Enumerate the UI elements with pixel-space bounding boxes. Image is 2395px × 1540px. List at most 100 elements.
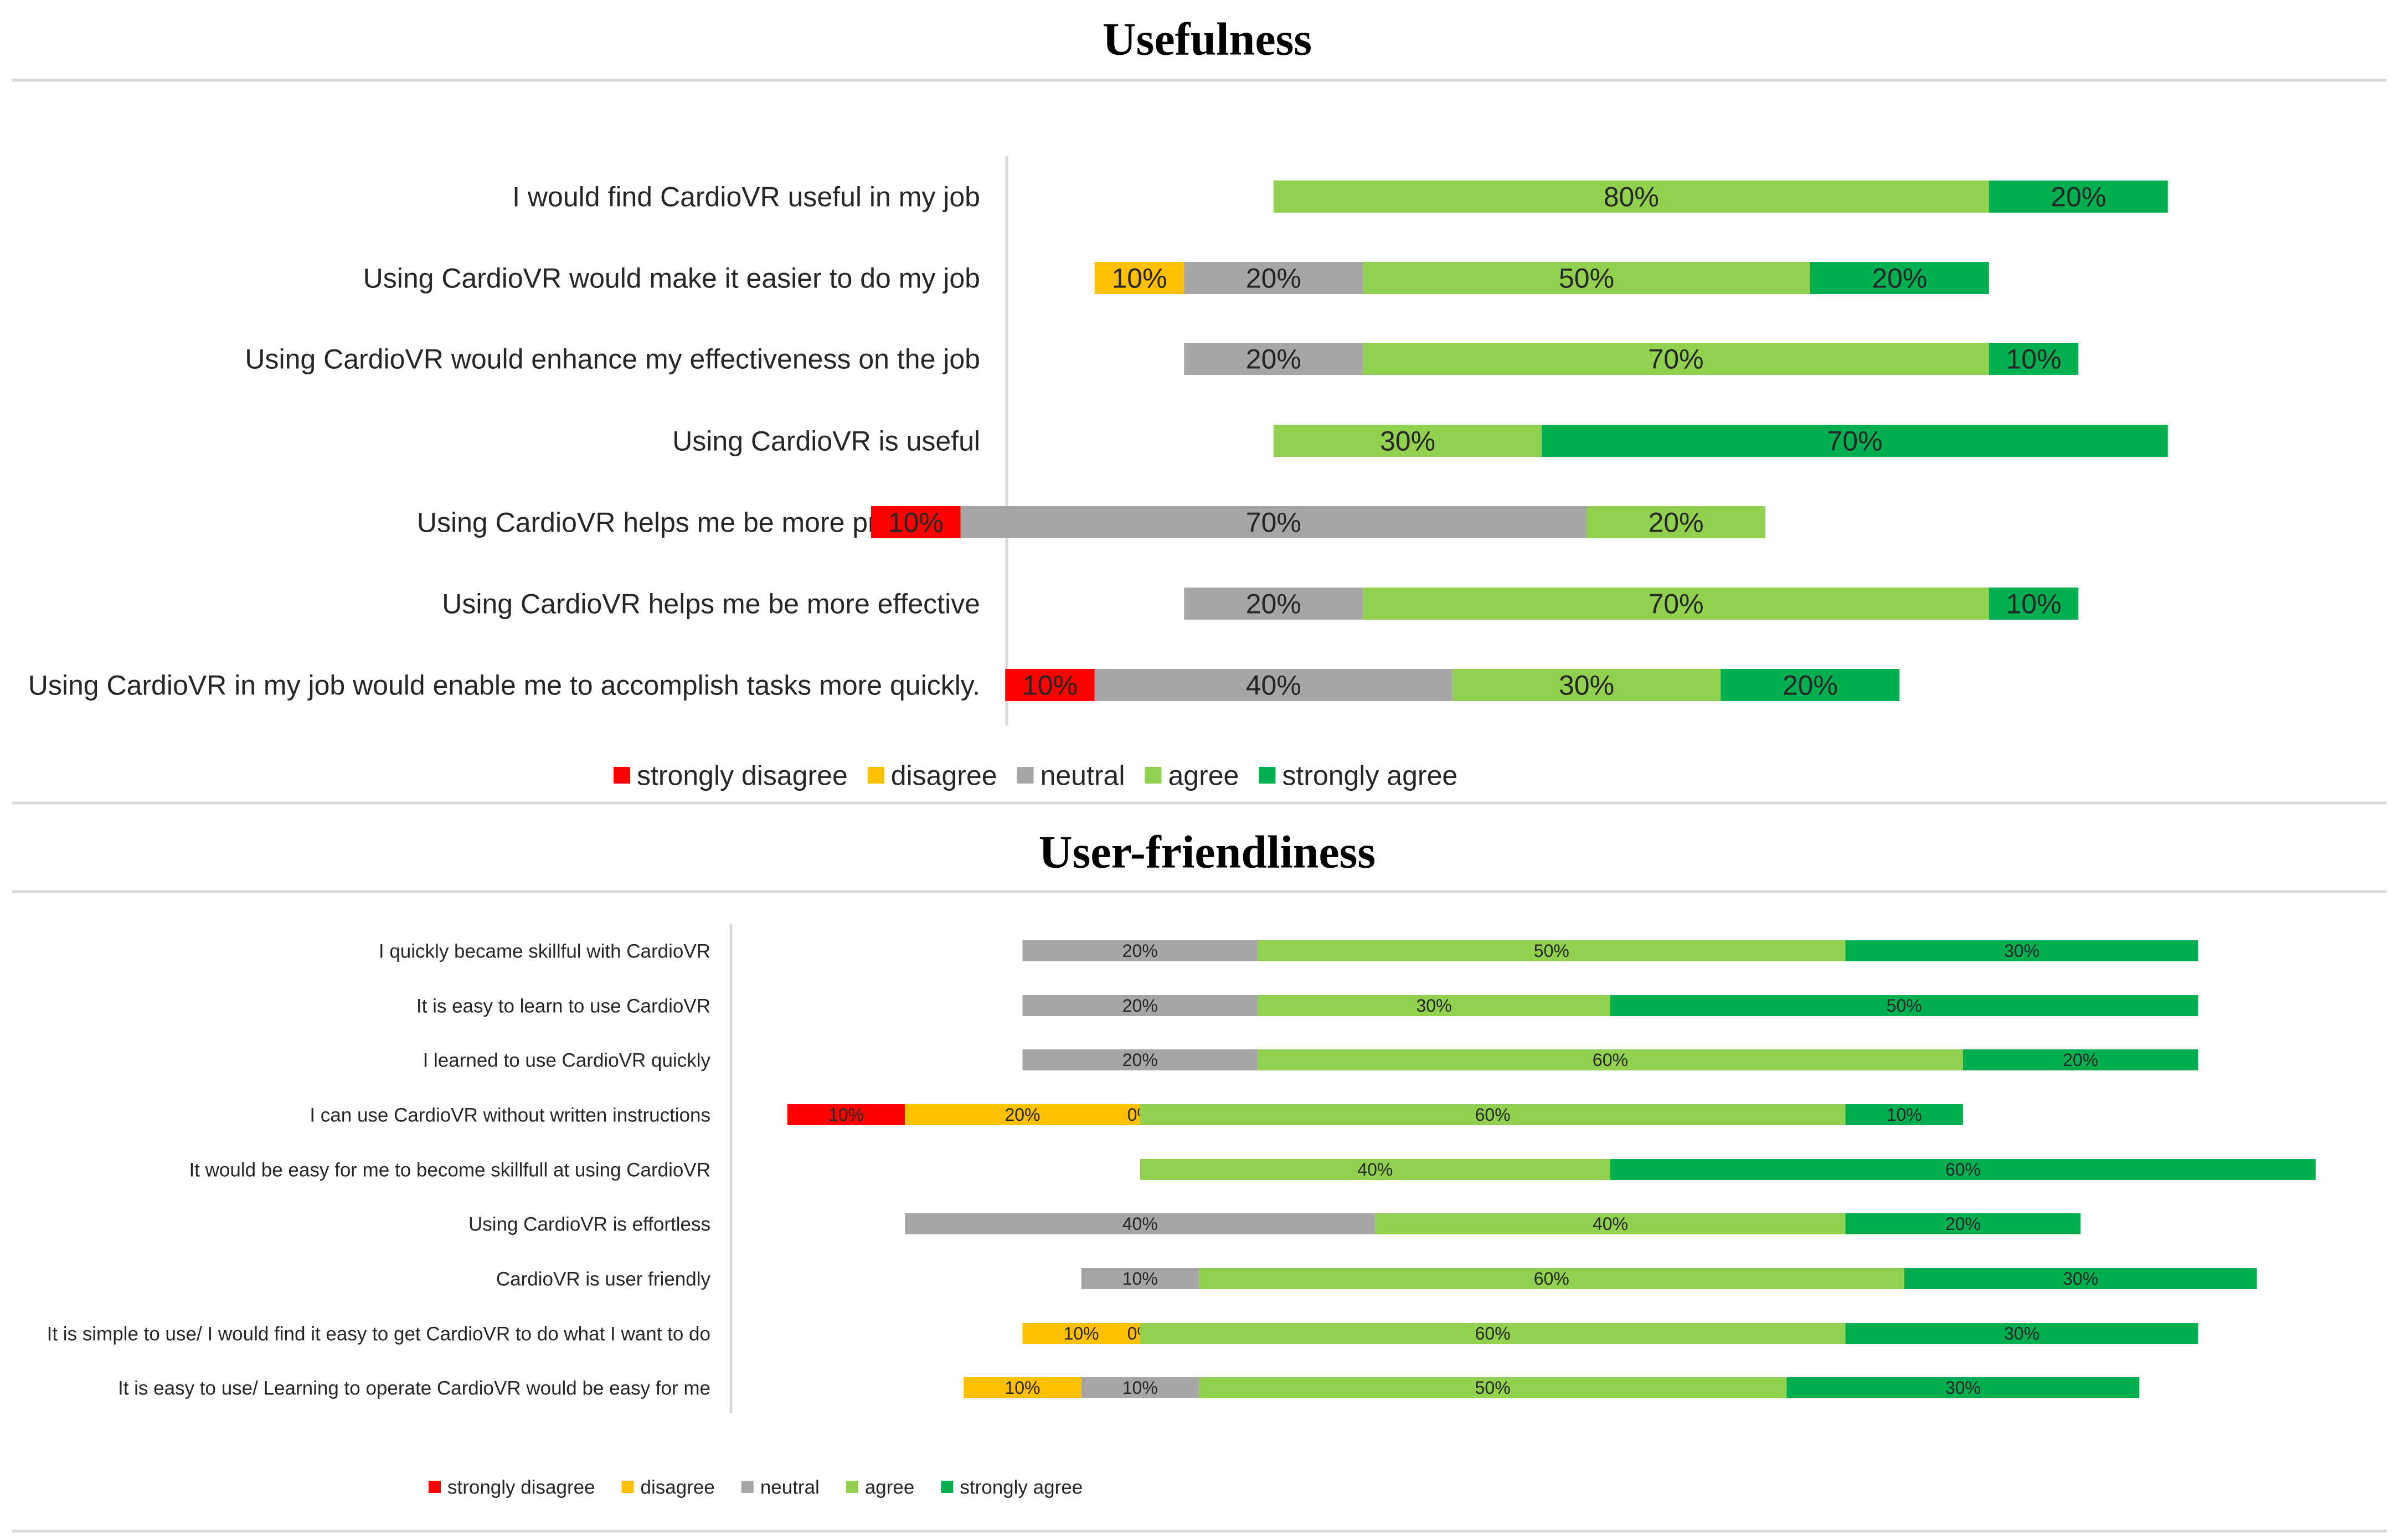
user-friendliness-bar-neutral <box>1022 995 1258 1016</box>
usefulness-data-label: 30% <box>1380 426 1435 457</box>
usefulness-data-label: 70% <box>1648 344 1703 375</box>
usefulness-legend-label-agree: agree <box>1168 760 1239 791</box>
usefulness-data-label: 10% <box>1111 263 1167 294</box>
user-friendliness-legend-label-disagree: disagree <box>641 1476 715 1498</box>
usefulness-bar-agree <box>1273 181 1989 213</box>
user-friendliness-data-label: 40% <box>1122 1214 1158 1234</box>
user-friendliness-legend-label-neutral: neutral <box>760 1476 820 1498</box>
user-friendliness-bar-agree <box>1140 1323 1846 1344</box>
user-friendliness-data-label: 20% <box>1122 1050 1158 1070</box>
user-friendliness-category-label: I quickly became skillful with CardioVR <box>379 940 710 962</box>
usefulness-data-label: 10% <box>888 507 944 538</box>
user-friendliness-data-label: 40% <box>1357 1160 1393 1180</box>
usefulness-bar-strongly-agree <box>1989 343 2079 375</box>
usefulness-bar-neutral <box>1094 669 1453 701</box>
usefulness-legend-swatch-strongly-disagree <box>614 767 630 784</box>
user-friendliness-bar-strongly-agree <box>1845 940 2198 961</box>
usefulness-bar-strongly-agree <box>1810 262 1989 294</box>
usefulness-data-label: 10% <box>2006 589 2061 620</box>
user-friendliness-bar-agree <box>1258 1049 1963 1070</box>
usefulness-bar-agree <box>1273 425 1542 457</box>
usefulness-data-label: 10% <box>1022 670 1078 701</box>
usefulness-category-label: Using CardioVR would enhance my effectiv… <box>245 344 980 375</box>
usefulness-bar-strongly-agree <box>1721 669 1900 701</box>
usefulness-bar-strongly-agree <box>1542 425 2168 457</box>
user-friendliness-chart-title: User-friendliness <box>1039 827 1376 878</box>
user-friendliness-category-label: It would be easy for me to become skillf… <box>189 1159 710 1181</box>
user-friendliness-data-label: 10% <box>1005 1378 1040 1398</box>
usefulness-bar-disagree <box>1094 262 1184 294</box>
usefulness-category-label: Using CardioVR in my job would enable me… <box>28 670 980 701</box>
user-friendliness-category-label: It is easy to use/ Learning to operate C… <box>118 1377 710 1399</box>
user-friendliness-category-label: I learned to use CardioVR quickly <box>423 1049 711 1071</box>
user-friendliness-data-label: 60% <box>1534 1269 1569 1289</box>
usefulness-data-label: 20% <box>1246 263 1301 294</box>
user-friendliness-bar-strongly-agree <box>1904 1268 2257 1289</box>
user-friendliness-bar-strongly-agree <box>1963 1049 2198 1070</box>
user-friendliness-data-label: 10% <box>1122 1269 1158 1289</box>
user-friendliness-bar-neutral <box>1022 940 1258 961</box>
usefulness-data-label: 70% <box>1648 589 1703 620</box>
usefulness-data-label: 10% <box>2006 344 2061 375</box>
user-friendliness-category-label: Using CardioVR is effortless <box>468 1213 710 1235</box>
usefulness-bar-agree <box>1363 588 1989 620</box>
usefulness-category-label: Using CardioVR helps me be more effectiv… <box>442 589 980 620</box>
usefulness-category-label: Using CardioVR would make it easier to d… <box>363 263 980 294</box>
usefulness-data-label: 70% <box>1827 426 1882 457</box>
usefulness-category-label: I would find CardioVR useful in my job <box>512 182 980 213</box>
usefulness-legend-swatch-neutral <box>1017 767 1034 784</box>
user-friendliness-data-label: 50% <box>1534 941 1569 961</box>
usefulness-legend-swatch-strongly-agree <box>1259 767 1276 784</box>
user-friendliness-bar-strongly-agree <box>1610 995 2198 1016</box>
usefulness-legend-label-neutral: neutral <box>1041 760 1125 791</box>
usefulness-bar-strongly-disagree <box>871 506 961 538</box>
usefulness-data-label: 50% <box>1559 263 1614 294</box>
user-friendliness-data-label: 20% <box>1122 941 1158 961</box>
user-friendliness-bar-strongly-agree <box>1786 1377 2140 1398</box>
user-friendliness-data-label: 30% <box>1416 996 1451 1016</box>
usefulness-bar-neutral <box>960 506 1587 538</box>
user-friendliness-data-label: 50% <box>1475 1378 1511 1398</box>
user-friendliness-bar-agree <box>1140 1159 1610 1180</box>
usefulness-data-label: 40% <box>1246 670 1301 701</box>
usefulness-data-label: 30% <box>1559 670 1614 701</box>
user-friendliness-legend-label-agree: agree <box>865 1476 915 1498</box>
usefulness-legend-label-strongly-agree: strongly agree <box>1282 760 1457 791</box>
user-friendliness-data-label: 20% <box>1945 1214 1981 1234</box>
user-friendliness-category-label: It is easy to learn to use CardioVR <box>416 995 710 1017</box>
user-friendliness-bar-disagree <box>1022 1323 1140 1344</box>
usefulness-data-label: 20% <box>2051 182 2106 213</box>
user-friendliness-data-label: 10% <box>828 1105 864 1125</box>
usefulness-bar-neutral <box>1184 262 1363 294</box>
user-friendliness-legend-swatch-strongly-disagree <box>429 1481 441 1493</box>
user-friendliness-bar-strongly-agree <box>1845 1213 2081 1234</box>
user-friendliness-bar-neutral <box>1081 1268 1199 1289</box>
user-friendliness-bar-strongly-agree <box>1845 1323 2198 1344</box>
usefulness-data-label: 20% <box>1872 263 1927 294</box>
usefulness-bar-strongly-agree <box>1989 588 2079 620</box>
user-friendliness-data-label: 20% <box>2063 1050 2098 1070</box>
user-friendliness-category-label: CardioVR is user friendly <box>496 1268 711 1290</box>
user-friendliness-data-label: 30% <box>2063 1269 2098 1289</box>
user-friendliness-data-label: 30% <box>2004 941 2039 961</box>
user-friendliness-legend-label-strongly-disagree: strongly disagree <box>447 1476 595 1498</box>
user-friendliness-bar-strongly-disagree <box>787 1104 905 1125</box>
user-friendliness-data-label: 30% <box>1945 1378 1981 1398</box>
user-friendliness-data-label: 60% <box>1945 1160 1981 1180</box>
usefulness-data-label: 20% <box>1783 670 1838 701</box>
user-friendliness-data-label: 20% <box>1005 1105 1040 1125</box>
user-friendliness-data-label: 40% <box>1593 1214 1628 1234</box>
user-friendliness-data-label: 10% <box>1064 1323 1099 1343</box>
usefulness-data-label: 20% <box>1246 589 1301 620</box>
user-friendliness-bar-neutral <box>1022 1049 1258 1070</box>
usefulness-bar-agree <box>1363 343 1989 375</box>
usefulness-data-label: 70% <box>1246 507 1301 538</box>
user-friendliness-legend-label-strongly-agree: strongly agree <box>960 1476 1083 1498</box>
usefulness-bar-agree <box>1587 506 1765 538</box>
user-friendliness-legend-swatch-agree <box>846 1481 858 1493</box>
usefulness-chart-title: Usefulness <box>1103 14 1312 65</box>
user-friendliness-legend-swatch-strongly-agree <box>941 1481 954 1493</box>
user-friendliness-data-label: 20% <box>1122 996 1158 1016</box>
user-friendliness-bar-agree <box>1198 1377 1787 1398</box>
